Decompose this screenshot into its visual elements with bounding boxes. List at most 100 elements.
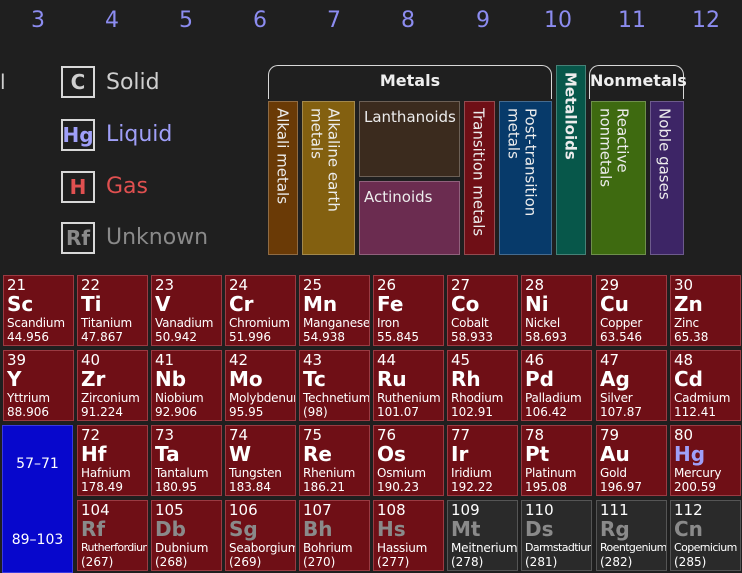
element-name: Zirconium [81,391,140,405]
element-cell-ta[interactable]: 73 Ta Tantalum 180.95 [151,425,222,496]
element-name: Platinum [525,466,577,480]
element-cell-rf[interactable]: 104 Rf Rutherfordium (267) [77,500,148,571]
fblock-reference[interactable]: 57–71 89–103 [2,425,73,573]
element-mass: 92.906 [155,405,197,419]
element-cell-hg[interactable]: 80 Hg Mercury 200.59 [670,425,741,496]
element-number: 43 [303,351,323,369]
element-cell-rh[interactable]: 45 Rh Rhodium 102.91 [447,350,518,421]
element-cell-tc[interactable]: 43 Tc Technetium (98) [299,350,370,421]
category-lanthanoids[interactable]: Lanthanoids [359,101,460,177]
element-name: Copper [600,316,643,330]
element-name: Tungsten [229,466,282,480]
element-cell-zr[interactable]: 40 Zr Zirconium 91.224 [77,350,148,421]
element-cell-pt[interactable]: 78 Pt Platinum 195.08 [521,425,592,496]
element-name: Darmstadtium [525,541,592,554]
element-cell-fe[interactable]: 26 Fe Iron 55.845 [373,275,444,346]
element-cell-w[interactable]: 74 W Tungsten 183.84 [225,425,296,496]
category-actinoids[interactable]: Actinoids [359,181,460,255]
element-cell-sc[interactable]: 21 Sc Scandium 44.956 [3,275,74,346]
element-cell-ru[interactable]: 44 Ru Ruthenium 101.07 [373,350,444,421]
category-actinoids-label: Actinoids [364,188,433,206]
element-cell-mo[interactable]: 42MoMolybdenum95.95 [225,350,296,421]
element-symbol: Zn [674,292,703,316]
element-mass: 192.22 [451,480,493,494]
element-symbol: Zr [81,367,106,391]
element-number: 25 [303,276,323,294]
element-cell-os[interactable]: 76 Os Osmium 190.23 [373,425,444,496]
element-cell-mn[interactable]: 25 Mn Manganese 54.938 [299,275,370,346]
category-alkali-label: Alkali metals [273,108,292,205]
element-symbol: Mo [229,367,263,391]
element-cell-cd[interactable]: 48 Cd Cadmium 112.41 [670,350,741,421]
element-cell-cn[interactable]: 112 Cn Copernicium (285) [670,500,741,571]
element-number: 110 [525,501,554,519]
legend-gas-label: Gas [106,174,148,199]
element-number: 109 [451,501,480,519]
element-name: Iron [377,316,400,330]
element-cell-mt[interactable]: 109 Mt Meitnerium (278) [447,500,518,571]
group-number: 10 [544,8,572,33]
element-cell-zn[interactable]: 30 Zn Zinc 65.38 [670,275,741,346]
fblock-lanthanides-range: 57–71 [16,456,59,472]
element-cell-ir[interactable]: 77 Ir Iridium 192.22 [447,425,518,496]
element-number: 45 [451,351,471,369]
element-cell-hf[interactable]: 72 Hf Hafnium 178.49 [77,425,148,496]
clipped-edge-text: l [0,70,6,94]
element-symbol: Co [451,292,480,316]
element-mass: 106.42 [525,405,567,419]
element-cell-ds[interactable]: 110 Ds Darmstadtium (281) [521,500,592,571]
legend-gas-box: H [61,171,95,203]
element-name: Dubnium [155,541,209,555]
element-symbol: Ti [81,292,102,316]
element-number: 21 [7,276,27,294]
element-cell-nb[interactable]: 41 Nb Niobium 92.906 [151,350,222,421]
element-number: 78 [525,426,545,444]
element-mass: (269) [229,555,262,569]
element-cell-db[interactable]: 105 Db Dubnium (268) [151,500,222,571]
element-cell-v[interactable]: 23 V Vanadium 50.942 [151,275,222,346]
element-cell-au[interactable]: 79 Au Gold 196.97 [596,425,667,496]
element-cell-co[interactable]: 27 Co Cobalt 58.933 [447,275,518,346]
category-alkali-metals[interactable]: Alkali metals [268,101,298,255]
element-name: Ruthenium [377,391,441,405]
element-number: 29 [600,276,620,294]
element-number: 105 [155,501,184,519]
element-mass: (267) [81,555,114,569]
element-cell-re[interactable]: 75 Re Rhenium 186.21 [299,425,370,496]
legend-solid-box: C [61,66,95,98]
element-symbol: Cd [674,367,703,391]
element-number: 106 [229,501,258,519]
element-cell-ti[interactable]: 22 Ti Titanium 47.867 [77,275,148,346]
category-post-transition-metals[interactable]: Post-transition metals [499,101,552,255]
element-cell-ni[interactable]: 28 Ni Nickel 58.693 [521,275,592,346]
element-mass: 55.845 [377,330,419,344]
element-number: 42 [229,351,249,369]
element-cell-cu[interactable]: 29 Cu Copper 63.546 [596,275,667,346]
element-number: 39 [7,351,27,369]
element-name: Hafnium [81,466,131,480]
category-noble-gases[interactable]: Noble gases [650,101,684,255]
category-reactive-nonmetals[interactable]: Reactive nonmetals [591,101,646,255]
element-symbol: Mt [451,517,481,541]
element-number: 111 [600,501,629,519]
element-cell-y[interactable]: 39 Y Yttrium 88.906 [3,350,74,421]
element-cell-hs[interactable]: 108 Hs Hassium (277) [373,500,444,571]
element-cell-pd[interactable]: 46 Pd Palladium 106.42 [521,350,592,421]
element-name: Tantalum [155,466,209,480]
element-cell-sg[interactable]: 106 Sg Seaborgium (269) [225,500,296,571]
category-post-transition-label: Post-transition metals [504,108,540,217]
category-transition-metals[interactable]: Transition metals [464,101,495,255]
element-name: Bohrium [303,541,353,555]
element-cell-rg[interactable]: 111 Rg Roentgenium (282) [596,500,667,571]
element-mass: 183.84 [229,480,271,494]
element-symbol: Cr [229,292,254,316]
category-metalloids[interactable]: Metalloids [556,65,586,255]
element-symbol: Y [7,367,22,391]
category-alkaline-earth-metals[interactable]: Alkaline earth metals [302,101,355,255]
element-cell-ag[interactable]: 47 Ag Silver 107.87 [596,350,667,421]
element-cell-bh[interactable]: 107 Bh Bohrium (270) [299,500,370,571]
element-symbol: Ag [600,367,630,391]
legend-liquid-box: Hg [61,119,95,151]
element-cell-cr[interactable]: 24 Cr Chromium 51.996 [225,275,296,346]
element-name: Silver [600,391,633,405]
